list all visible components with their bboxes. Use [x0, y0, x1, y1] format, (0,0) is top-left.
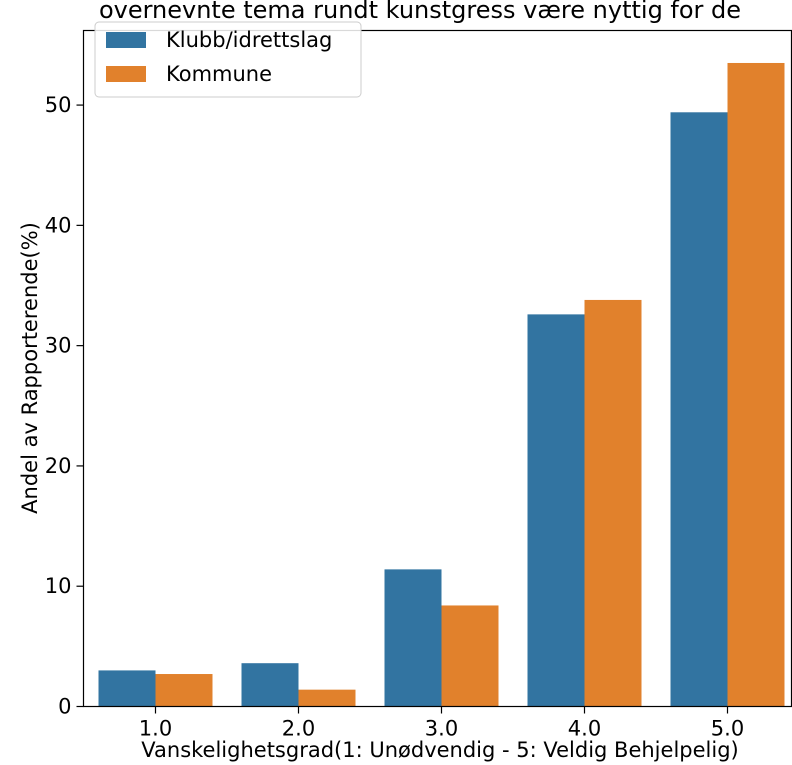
bar-klubb-4.0	[527, 314, 585, 707]
y-tick-label: 10	[45, 574, 72, 598]
x-axis-label: Vanskelighetsgrad(1: Unødvendig - 5: Vel…	[141, 738, 738, 762]
bar-klubb-1.0	[98, 670, 156, 707]
chart-title: overnevnte tema rundt kunstgress være ny…	[99, 0, 741, 24]
bar-kommune-4.0	[584, 299, 642, 707]
x-tick-label: 3.0	[425, 717, 458, 741]
bar-kommune-1.0	[155, 674, 213, 707]
bar-kommune-5.0	[727, 62, 785, 707]
y-tick-label: 0	[58, 695, 71, 719]
bars-group	[98, 62, 785, 707]
legend-label-klubb: Klubb/idrettslag	[166, 28, 332, 52]
bar-kommune-3.0	[441, 605, 499, 707]
y-axis-label: Andel av Rapporterende(%)	[18, 222, 42, 514]
bar-klubb-2.0	[241, 663, 299, 707]
x-tick-label: 1.0	[139, 717, 172, 741]
y-tick-label: 50	[45, 93, 72, 117]
x-tick-label: 2.0	[282, 717, 315, 741]
x-tick-label: 5.0	[711, 717, 744, 741]
y-axis: 0 10 20 30 40 50	[45, 93, 84, 719]
legend-swatch-klubb	[106, 32, 146, 48]
legend-swatch-kommune	[106, 66, 146, 82]
y-tick-label: 30	[45, 334, 72, 358]
y-tick-label: 20	[45, 454, 72, 478]
bar-klubb-5.0	[670, 112, 728, 707]
bar-kommune-2.0	[298, 689, 356, 707]
legend-box	[94, 21, 362, 98]
x-axis: 1.0 2.0 3.0 4.0 5.0	[139, 706, 744, 741]
legend-label-kommune: Kommune	[166, 62, 272, 86]
legend: Klubb/idrettslag Kommune	[94, 21, 362, 98]
x-tick-label: 4.0	[568, 717, 601, 741]
bar-klubb-3.0	[384, 569, 442, 707]
y-tick-label: 40	[45, 213, 72, 237]
